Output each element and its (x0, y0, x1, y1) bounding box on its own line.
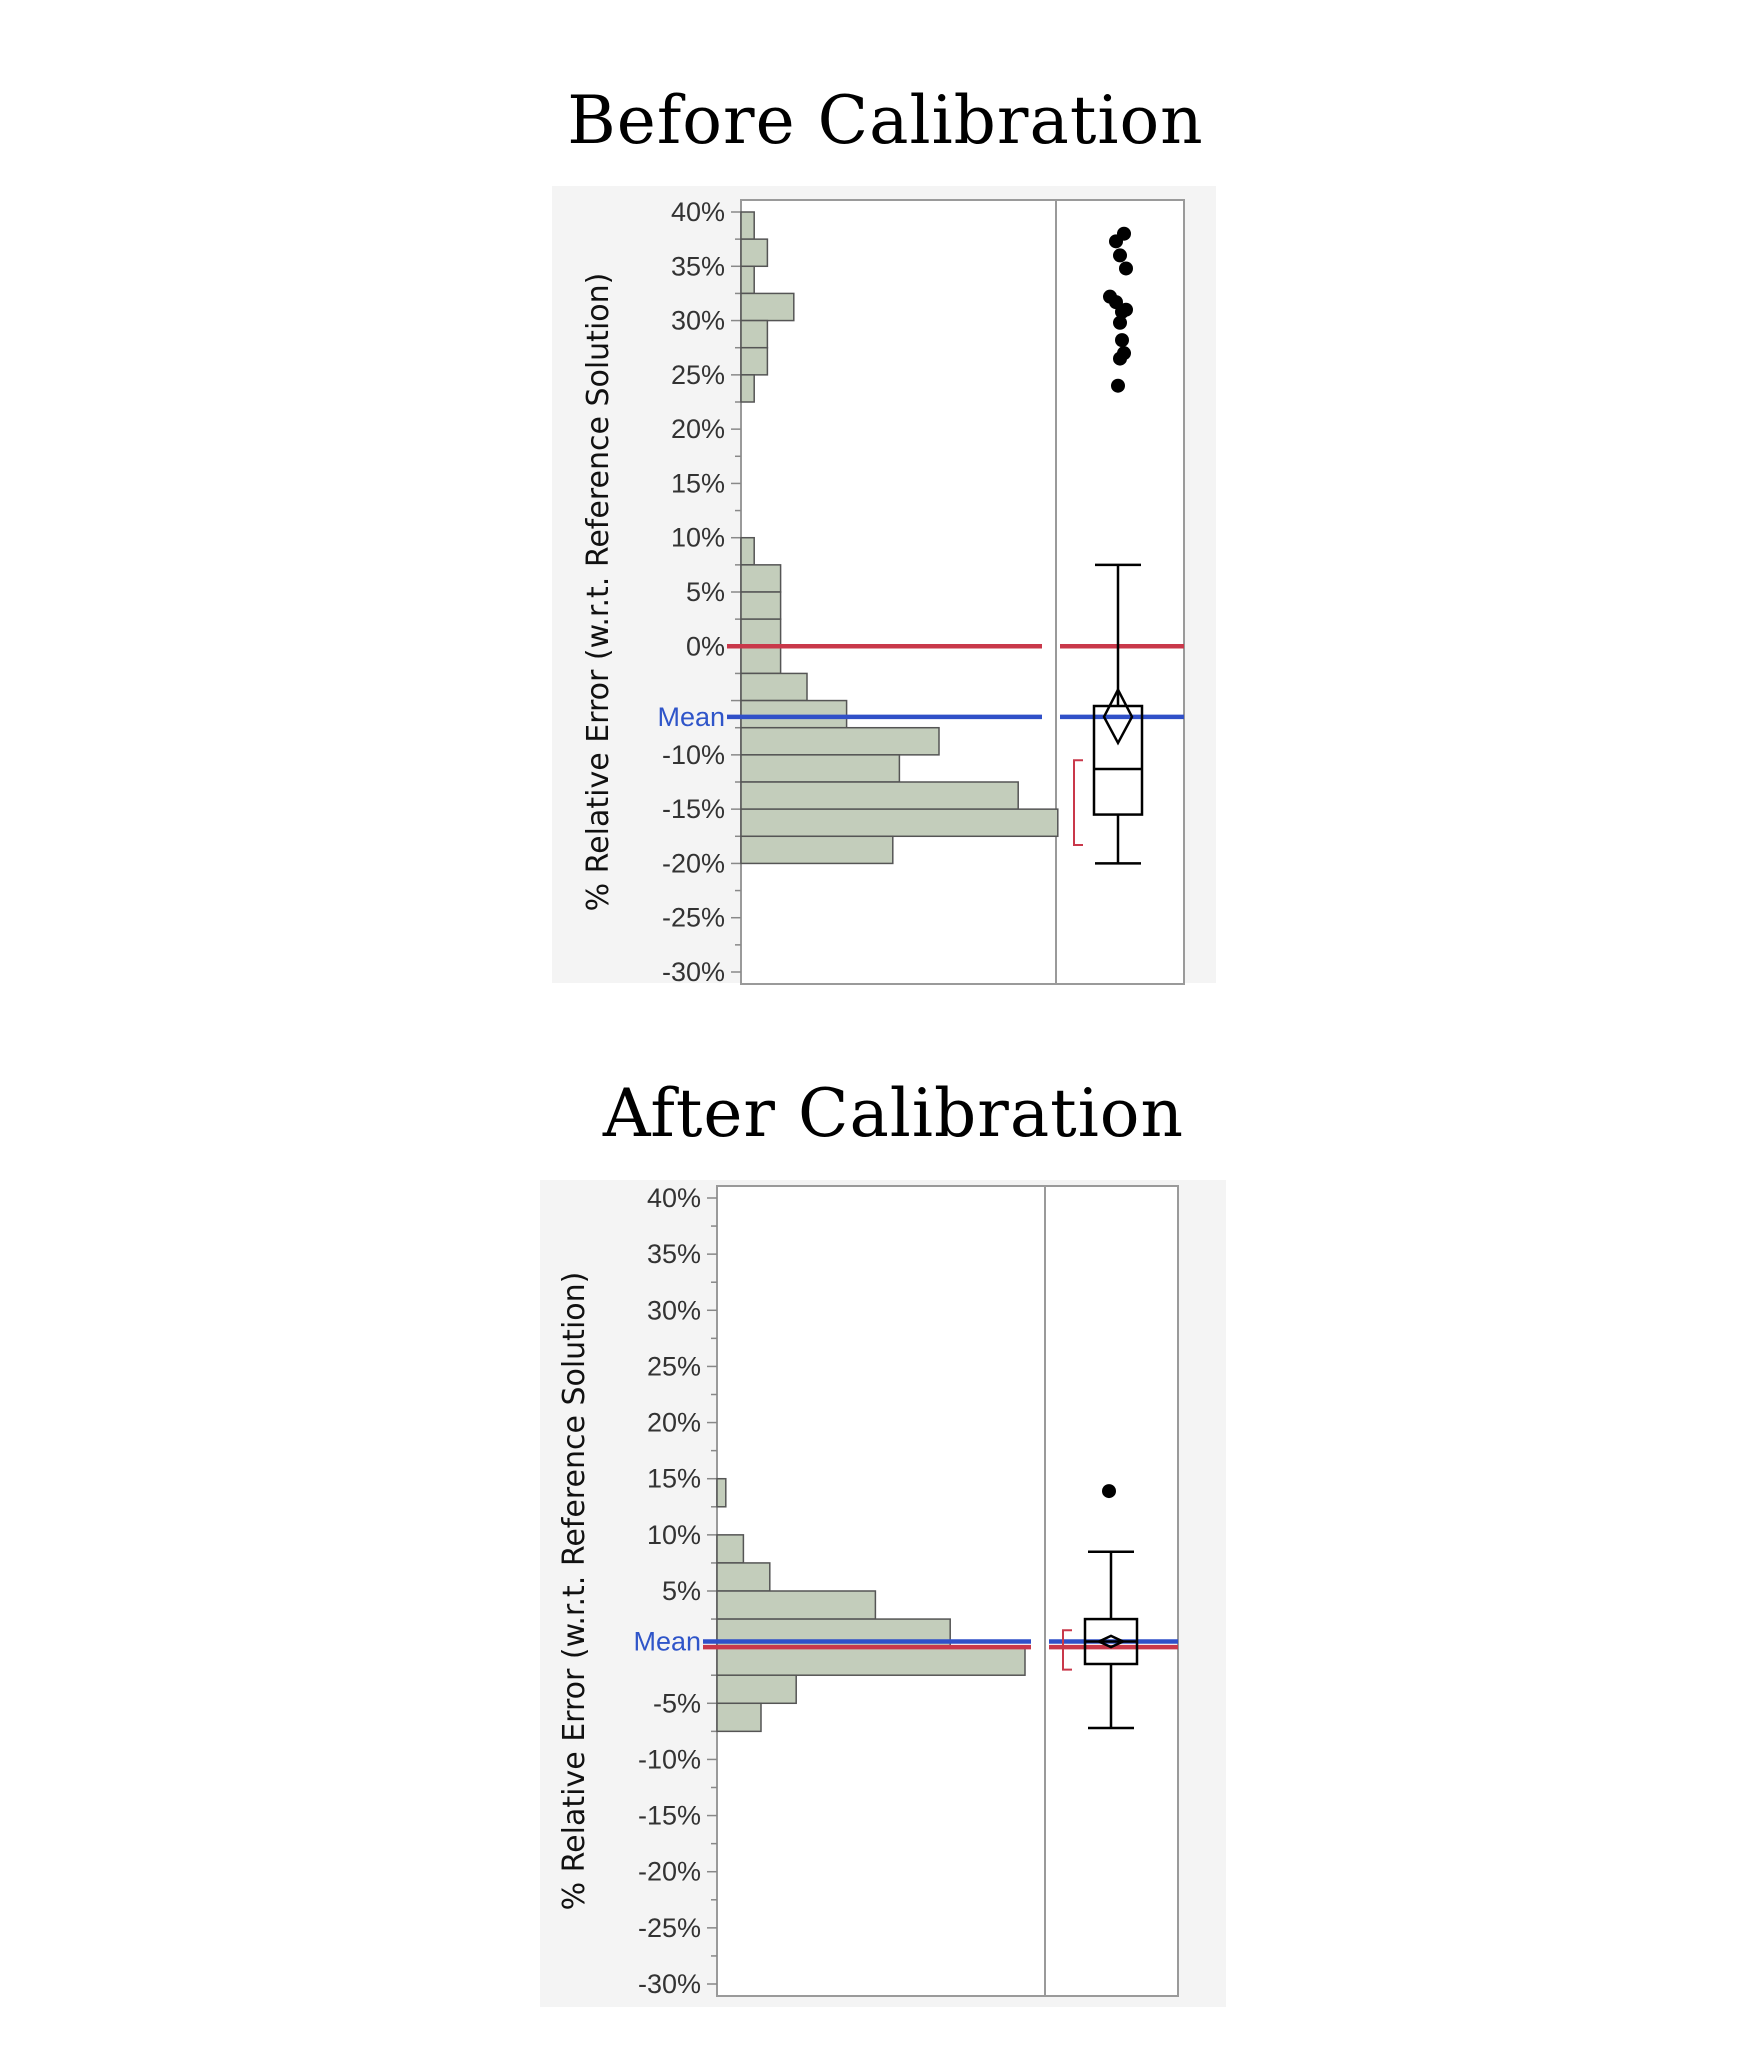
outlier-point (1113, 315, 1127, 330)
y-tick-label: 5% (686, 577, 725, 607)
interquartile-box (1092, 704, 1144, 816)
shortest-half-bracket (1073, 759, 1083, 846)
histogram-bar (740, 699, 848, 729)
outlier-point (1109, 234, 1123, 249)
histogram-bar (716, 1534, 745, 1564)
y-tick-label: 35% (671, 251, 725, 281)
chart-after-calibration: 40% 35% 30% 25% 20% 15% 10% 5% -5% -10% -15% -20% -2… (540, 1180, 1226, 2007)
histogram-bar (740, 726, 940, 756)
histogram-bar (716, 1646, 1026, 1676)
histogram-bar (740, 211, 755, 240)
outlier-point (1115, 333, 1129, 348)
outlier-point (1113, 248, 1127, 263)
outlier-point (1113, 351, 1127, 366)
chart-title-after: After Calibration (602, 1075, 1185, 1152)
histogram-bar (740, 238, 769, 268)
y-axis-label: % Relative Error (w.r.t. Reference Solut… (557, 1272, 592, 1911)
y-tick-label: -5% (653, 1688, 701, 1718)
histogram-bar (740, 374, 755, 403)
histogram-bar (740, 319, 769, 349)
outlier-point (1119, 261, 1133, 276)
y-tick-label: 5% (662, 1576, 701, 1606)
y-tick-label: -20% (662, 848, 725, 878)
histogram-bar (740, 265, 755, 295)
histogram-bar (716, 1702, 762, 1733)
histogram-bar (740, 618, 782, 648)
y-tick-label: -25% (638, 1913, 701, 1943)
mean-label: Mean (633, 1627, 701, 1657)
y-tick-label: 40% (671, 197, 725, 227)
y-tick-label: 15% (671, 468, 725, 498)
histogram-bar (740, 808, 1059, 838)
shortest-half-bracket (1062, 1629, 1072, 1671)
histogram-bar (740, 292, 795, 322)
histogram-bar (716, 1590, 877, 1620)
y-tick-label: -10% (662, 740, 725, 770)
outlier-point (1102, 1484, 1116, 1499)
y-tick-label: 10% (647, 1520, 701, 1550)
histogram-bar (740, 536, 755, 566)
y-tick-label: 20% (647, 1408, 701, 1438)
chart-before-calibration: 40% 35% 30% 25% 20% 15% 10% 5% 0% -10% -15% -20% -25… (552, 186, 1216, 987)
histogram-bar (740, 346, 769, 376)
y-tick-label: 25% (647, 1351, 701, 1381)
mean-diamond (1096, 1634, 1126, 1649)
histogram-bar (716, 1477, 727, 1508)
y-tick-label: 30% (671, 306, 725, 336)
y-tick-label: 35% (647, 1239, 701, 1269)
histogram-bar (740, 645, 782, 675)
y-tick-label: 30% (647, 1295, 701, 1325)
y-tick-label: 20% (671, 414, 725, 444)
histogram-bar (716, 1674, 797, 1705)
y-tick-label: -30% (662, 957, 725, 987)
mean-diamond (1102, 686, 1134, 746)
y-tick-label: -15% (638, 1801, 701, 1831)
mean-label: Mean (657, 702, 725, 732)
y-tick-label: -20% (638, 1857, 701, 1887)
histogram-bar (740, 672, 808, 702)
histogram-bar (740, 754, 901, 783)
y-tick-label: 25% (671, 360, 725, 390)
y-tick-label: 40% (647, 1183, 701, 1213)
histogram-bar (716, 1562, 771, 1592)
outlier-point (1115, 304, 1129, 319)
y-tick-label: -10% (638, 1744, 701, 1774)
y-tick-label: -25% (662, 903, 725, 933)
histogram-bar (740, 835, 894, 865)
y-tick-label: 15% (647, 1464, 701, 1494)
chart-title-before: Before Calibration (567, 82, 1204, 159)
y-tick-label: 10% (671, 523, 725, 553)
y-axis-label: % Relative Error (w.r.t. Reference Solut… (581, 273, 616, 912)
y-tick-label: -30% (638, 1969, 701, 1999)
y-tick-label: 0% (686, 631, 725, 661)
histogram-bar (740, 591, 782, 620)
histogram-bar (740, 564, 782, 593)
histogram-bar (740, 781, 1019, 810)
outlier-point (1111, 378, 1125, 393)
y-tick-label: -15% (662, 794, 725, 824)
